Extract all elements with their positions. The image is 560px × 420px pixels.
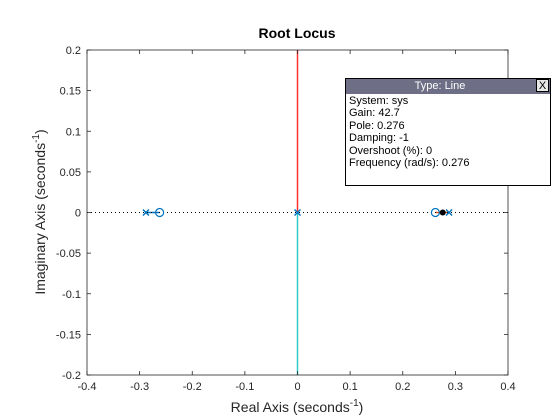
y-tick-label-4: 0 [75, 208, 81, 220]
x-axis-label-exponent: -1 [350, 398, 359, 409]
datatip-header: Type: Line X [346, 79, 550, 94]
markers-layer [142, 207, 453, 218]
datatip-line-frequency: Frequency (rad/s): 0.276 [349, 157, 470, 170]
y-tick-label-0: -0.2 [62, 370, 81, 382]
x-tick-label-6: 0.2 [395, 381, 410, 393]
zero-marker-1[interactable] [430, 207, 440, 218]
y-axis-label: Imaginary Axis (seconds-1) [31, 129, 48, 294]
x-tick-label-4: 0 [294, 381, 300, 393]
y-tick-label-2: -0.1 [62, 289, 81, 301]
x-tick-label-1: -0.3 [130, 381, 149, 393]
pole-marker-0[interactable] [142, 209, 150, 216]
x-tick-label-7: 0.3 [448, 381, 463, 393]
datatip-title: Type: Line [414, 80, 466, 92]
pole-marker-1[interactable] [294, 209, 301, 216]
datatip-line-system: System: sys [349, 95, 409, 107]
x-axis-label: Real Axis (seconds-1) [231, 398, 364, 415]
x-axis-label-text: Real Axis (seconds [231, 399, 350, 415]
zero-marker-0[interactable] [155, 207, 165, 218]
x-tick-label-5: 0.1 [342, 381, 357, 393]
y-tick-label-5: 0.05 [60, 167, 81, 179]
y-tick-label-6: 0.1 [66, 126, 81, 138]
y-tick-label-1: -0.15 [56, 329, 81, 341]
datatip-box[interactable]: Type: Line X System: sys Gain: 42.7 Pole… [345, 78, 551, 186]
selected-point-marker[interactable] [439, 209, 446, 216]
ticks-layer: -0.4 -0.3 -0.2 -0.1 0 0.1 0.2 0.3 0.4 -0.2 -0.15 -0… [56, 45, 516, 393]
datatip-line-pole: Pole: 0.276 [349, 119, 405, 132]
y-tick-label-7: 0.15 [60, 86, 81, 98]
x-tick-label-2: -0.2 [183, 381, 202, 393]
y-tick-label-8: 0.2 [66, 45, 81, 57]
pole-marker-2[interactable] [445, 209, 453, 216]
datatip-line-overshoot: Overshoot (%): 0 [349, 144, 433, 157]
datatip-close-button[interactable]: X [536, 79, 549, 92]
x-tick-label-3: -0.1 [235, 381, 254, 393]
y-tick-label-3: -0.05 [56, 248, 81, 260]
datatip-line-damping: Damping: -1 [349, 132, 409, 145]
branches-layer [145, 50, 450, 375]
x-axis-label-close: ) [359, 399, 364, 415]
datatip-body: System: sys Gain: 42.7 Pole: 0.276 Dampi… [349, 95, 548, 169]
y-axis-label-close: ) [32, 129, 48, 134]
y-axis-label-text: Imaginary Axis (seconds [32, 143, 48, 295]
x-tick-label-0: -0.4 [78, 381, 97, 393]
x-tick-label-8: 0.4 [500, 381, 515, 393]
datatip-line-gain: Gain: 42.7 [349, 107, 400, 120]
y-axis-label-exponent: -1 [31, 134, 42, 143]
chart-title: Root Locus [259, 25, 336, 41]
